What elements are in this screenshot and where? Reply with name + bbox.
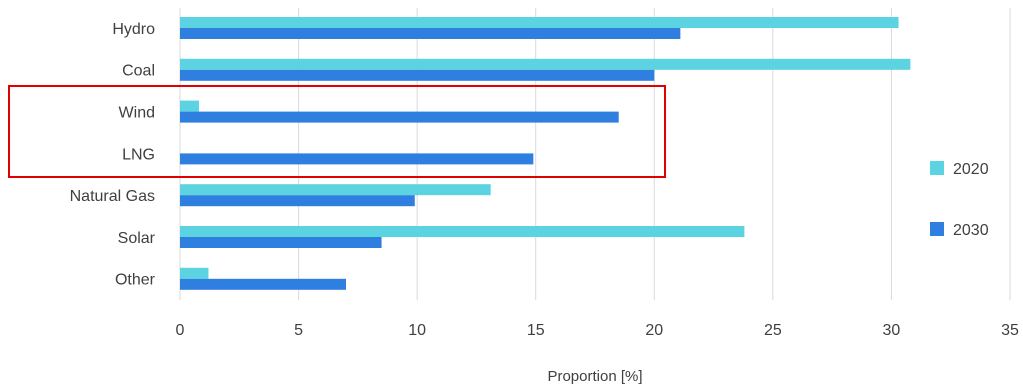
legend-swatch-2030 [930,222,944,236]
category-label-other: Other [115,272,156,289]
bar-wind-2020 [180,100,199,112]
bar-natural-gas-2020 [180,184,491,196]
bar-natural-gas-2030 [180,195,415,207]
category-label-solar: Solar [118,230,156,247]
x-tick-label: 5 [294,322,303,339]
x-tick-label: 30 [883,322,901,339]
bar-solar-2020 [180,226,745,237]
bar-wind-2030 [180,111,619,123]
bar-coal-2030 [180,69,655,81]
legend: 2020 2030 [930,161,989,239]
bar-hydro-2030 [180,28,681,39]
bar-hydro-2020 [180,17,899,28]
legend-swatch-2020 [930,161,944,175]
x-tick-label: 20 [645,322,663,339]
x-axis-title: Proportion [%] [547,368,642,385]
bar-lng-2030 [180,153,534,165]
category-labels: Hydro Coal Wind LNG Natural Gas Solar Other [70,21,156,289]
x-tick-label: 0 [176,322,185,339]
bars [180,17,911,290]
category-label-coal: Coal [122,63,155,80]
category-label-natural-gas: Natural Gas [70,188,155,205]
category-label-wind: Wind [119,105,155,122]
x-tick-labels: 0 5 10 15 20 25 30 35 [176,322,1019,339]
bar-solar-2030 [180,237,382,248]
category-label-lng: LNG [122,146,155,163]
legend-label-2030: 2030 [953,222,989,239]
bar-other-2020 [180,267,209,279]
highlight-box [8,85,666,178]
x-tick-label: 25 [764,322,782,339]
x-tick-label: 10 [408,322,426,339]
bar-coal-2020 [180,58,911,70]
bar-other-2030 [180,278,346,290]
legend-label-2020: 2020 [953,161,989,178]
x-tick-label: 15 [527,322,545,339]
category-label-hydro: Hydro [112,21,155,38]
x-tick-label: 35 [1001,322,1019,339]
